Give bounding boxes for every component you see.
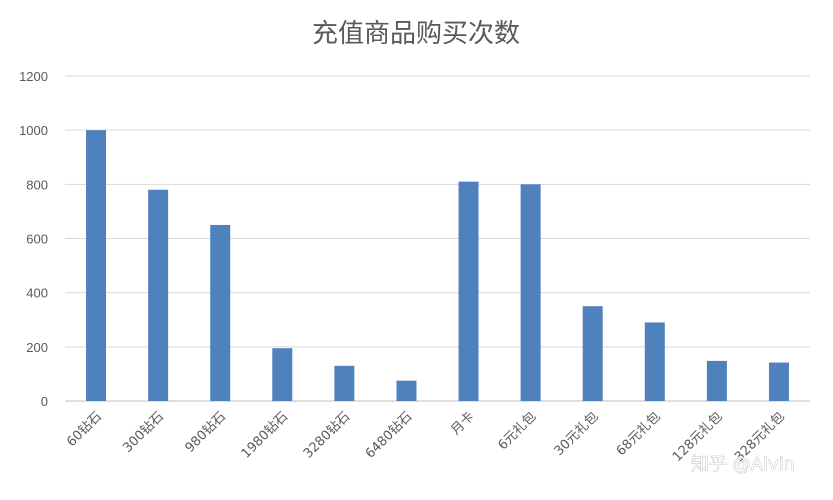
y-tick-label: 600 [26, 232, 48, 247]
watermark-text: 知乎 @Alvin [691, 454, 795, 475]
y-tick-label: 400 [26, 286, 48, 301]
bar [396, 380, 417, 401]
bars [86, 130, 789, 401]
bar [210, 224, 231, 401]
gridlines [65, 75, 810, 402]
y-tick-label: 1000 [19, 123, 48, 138]
bar [706, 360, 727, 401]
x-tick-label: 68元礼包 [613, 409, 664, 460]
bar [148, 189, 169, 401]
x-tick-label: 60钻石 [64, 409, 105, 450]
bar [520, 184, 541, 401]
bar [458, 181, 479, 401]
x-tick-label: 1980钻石 [239, 409, 291, 461]
bar [334, 365, 355, 401]
bar [768, 362, 789, 401]
bar [582, 306, 603, 401]
chart-title: 充值商品购买次数 [312, 19, 520, 49]
x-tick-label: 6元礼包 [495, 409, 540, 454]
bar [272, 348, 293, 401]
x-tick-label: 月卡 [448, 409, 477, 438]
y-tick-label: 800 [26, 177, 48, 192]
x-tick-label: 980钻石 [182, 409, 229, 456]
x-tick-label: 30元礼包 [551, 409, 602, 460]
y-tick-label: 0 [41, 394, 48, 409]
y-tick-label: 200 [26, 340, 48, 355]
x-axis-ticks: 60钻石 300钻石 980钻石 1980钻石 3280钻石 6480钻石 月卡 6元礼包 30… [64, 409, 788, 465]
x-tick-label: 6480钻石 [363, 409, 415, 461]
y-tick-label: 1200 [19, 69, 48, 84]
x-tick-label: 300钻石 [120, 409, 167, 456]
bar [644, 322, 665, 401]
x-tick-label: 3280钻石 [301, 409, 353, 461]
bar [86, 130, 107, 401]
y-axis-ticks: 0 200 400 600 800 1000 1200 [19, 69, 48, 409]
